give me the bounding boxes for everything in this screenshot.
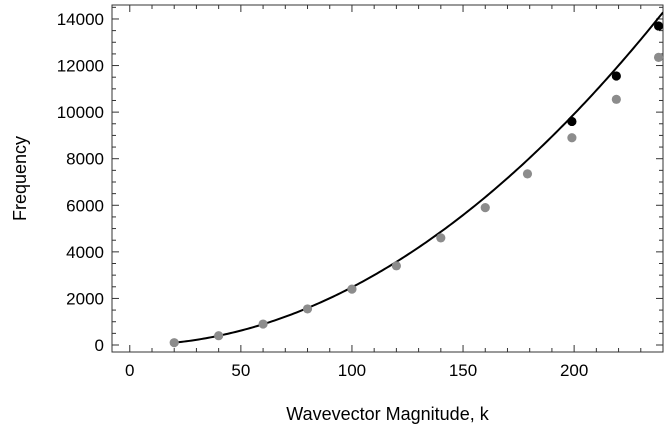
- data-point-series-2: [567, 116, 577, 127]
- x-tick-label: 50: [231, 361, 250, 380]
- y-axis-ticks: 0 2000 4000 6000 8000 10000 12000 14000: [57, 6, 663, 355]
- y-tick-label: 4000: [66, 243, 104, 262]
- y-tick-label: 10000: [57, 103, 104, 122]
- data-point-series-2: [653, 21, 664, 31]
- x-tick-label: 200: [560, 361, 588, 380]
- y-tick-label: 0: [95, 336, 104, 355]
- data-point-series-1: [214, 331, 224, 341]
- data-point-series-1: [258, 319, 268, 329]
- data-point-series-1: [302, 304, 313, 314]
- x-axis-title: Wavevector Magnitude, k: [286, 404, 489, 424]
- y-tick-label: 6000: [66, 196, 104, 215]
- data-point-series-1: [522, 169, 533, 179]
- y-tick-label: 2000: [66, 289, 104, 308]
- data-point-series-1: [169, 338, 179, 348]
- y-tick-label: 8000: [66, 150, 104, 169]
- data-point-series-1: [436, 233, 446, 243]
- data-point-series-1: [391, 261, 401, 271]
- data-point-series-1: [347, 284, 357, 294]
- plot-frame-rect: [111, 4, 664, 353]
- data-point-series-2: [611, 71, 621, 81]
- fit-curve: [174, 11, 663, 344]
- data-point-series-1: [653, 52, 664, 62]
- y-axis-title: Frequency: [10, 136, 30, 221]
- x-tick-label: 100: [338, 361, 366, 380]
- fit-curve-layer: [174, 11, 663, 344]
- data-points-layer: [169, 21, 664, 348]
- x-axis-ticks: 0 50 100 150 200: [125, 5, 664, 380]
- data-point-series-1: [567, 133, 577, 143]
- y-tick-label: 12000: [57, 57, 104, 76]
- x-tick-label: 0: [125, 361, 134, 380]
- y-tick-label: 14000: [57, 10, 104, 29]
- data-point-series-1: [611, 94, 621, 104]
- plot-frame: [111, 4, 664, 353]
- x-tick-label: 150: [449, 361, 477, 380]
- data-point-series-1: [480, 203, 490, 213]
